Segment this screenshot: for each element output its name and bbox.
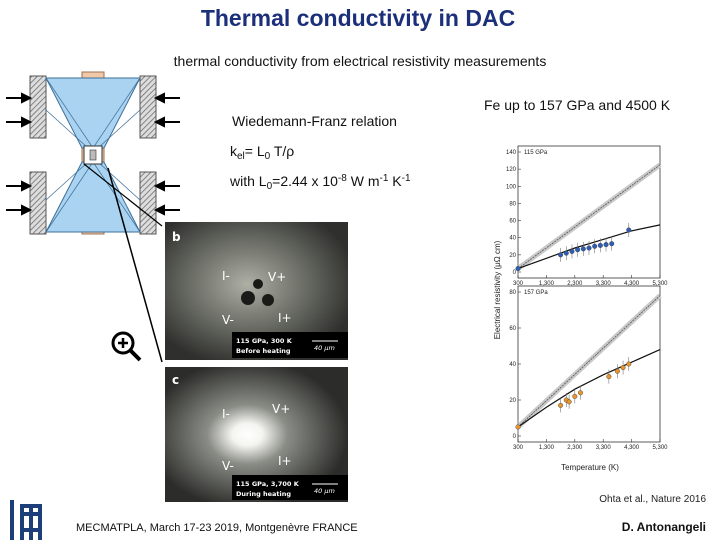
- x-tick-label: 3,300: [596, 445, 612, 451]
- x-tick-label: 300: [513, 281, 524, 287]
- electrode-label: V-: [222, 459, 234, 473]
- y-tick-label: 0: [513, 270, 517, 276]
- data-point: [592, 243, 598, 249]
- constant-sup: -1: [402, 173, 411, 184]
- formula-sub: 0: [265, 151, 271, 162]
- constant-part: with L: [229, 173, 267, 189]
- x-axis-label: Temperature (K): [561, 463, 619, 472]
- formula-part: = L: [245, 143, 265, 159]
- y-tick-label: 20: [509, 253, 516, 259]
- y-tick-label: 80: [509, 201, 516, 207]
- electrode-label: V+: [272, 402, 290, 416]
- electrode-label: V+: [268, 270, 286, 284]
- data-point: [572, 393, 578, 399]
- slide-title: Thermal conductivity in DAC: [201, 5, 515, 31]
- electrode-label: I-: [222, 407, 230, 421]
- subtitle: thermal conductivity from electrical res…: [174, 53, 547, 69]
- x-tick-label: 4,300: [624, 281, 640, 287]
- data-point: [620, 365, 626, 371]
- data-point: [614, 368, 620, 374]
- electrode-label: I-: [222, 269, 230, 283]
- y-tick-label: 20: [509, 398, 516, 404]
- y-tick-label: 0: [513, 434, 517, 440]
- footer-event: MECMATPLA, March 17-23 2019, Montgenèvre…: [76, 522, 358, 534]
- x-tick-label: 5,300: [652, 445, 668, 451]
- caption: 115 GPa, 300 K: [236, 337, 293, 345]
- constant-sup: -8: [338, 173, 347, 184]
- y-tick-label: 80: [509, 290, 516, 296]
- x-tick-label: 1,300: [539, 445, 555, 451]
- footer-author: D. Antonangeli: [622, 520, 706, 534]
- relation-heading: Wiedemann-Franz relation: [232, 113, 397, 129]
- caption: 115 GPa, 3,700 K: [236, 480, 300, 488]
- caption: Before heating: [236, 347, 291, 355]
- x-tick-label: 300: [513, 445, 524, 451]
- x-tick-label: 4,300: [624, 445, 640, 451]
- logo: [10, 500, 42, 540]
- data-point: [566, 399, 572, 405]
- data-point: [626, 361, 632, 367]
- x-tick-label: 5,300: [652, 281, 668, 287]
- y-tick-label: 120: [506, 167, 517, 173]
- data-point: [606, 374, 612, 380]
- electrode-label: I+: [278, 311, 292, 325]
- y-tick-label: 60: [509, 326, 516, 332]
- panel-label: c: [172, 373, 179, 387]
- x-tick-label: 2,300: [567, 445, 583, 451]
- data-point: [577, 390, 583, 396]
- linear-line: [517, 164, 661, 269]
- linear-line: [517, 295, 661, 428]
- data-point: [626, 227, 632, 233]
- constant-part: K: [388, 173, 402, 189]
- scale-label: 40 μm: [314, 487, 335, 495]
- data-point: [580, 246, 586, 252]
- scale-label: 40 μm: [314, 344, 335, 352]
- x-tick-label: 3,300: [596, 281, 612, 287]
- y-tick-label: 60: [509, 219, 516, 225]
- panel-label: b: [172, 230, 181, 244]
- constant-sub: 0: [267, 181, 273, 192]
- constant-sup: -1: [379, 173, 388, 184]
- figure: 0 20 40 60 80 100 120 140 300 1,300 2,300 3,300 4,30…: [506, 145, 668, 451]
- fit-line: [517, 349, 661, 428]
- formula-part: T/ρ: [270, 143, 294, 159]
- y-tick-label: 100: [506, 184, 517, 190]
- x-tick-label: 2,300: [567, 281, 583, 287]
- y-tick-label: 40: [509, 236, 516, 242]
- dac-diagram: [6, 71, 180, 363]
- formula: kel= L0 T/ρ: [230, 143, 294, 162]
- panel-label: 115 GPa: [524, 150, 548, 156]
- y-tick-label: 140: [506, 150, 517, 156]
- data-point: [586, 245, 592, 251]
- data-point: [603, 242, 609, 248]
- data-point: [575, 247, 581, 253]
- data-point: [515, 266, 521, 272]
- data-point: [558, 252, 564, 258]
- constant: with L0=2.44 x 10-8 W m-1 K-1: [229, 173, 411, 192]
- panel-label: 157 GPa: [524, 290, 548, 296]
- data-point: [558, 402, 564, 408]
- plot-frame: [517, 145, 661, 279]
- figure-heading: Fe up to 157 GPa and 4500 K: [484, 97, 671, 113]
- micrograph: c I- V+ V- I+ 115 GPa, 3,700 K During he…: [165, 367, 348, 502]
- data-point: [569, 248, 575, 254]
- constant-part: W m: [347, 173, 380, 189]
- y-axis-label: Electrical resistivity (μΩ cm): [493, 240, 502, 339]
- constant-part: =2.44 x 10: [272, 173, 338, 189]
- data-point: [515, 424, 521, 430]
- formula-sub: el: [237, 151, 245, 162]
- electrode-label: V-: [222, 313, 234, 327]
- data-point: [597, 242, 603, 248]
- caption: During heating: [236, 490, 291, 498]
- data-point: [563, 250, 569, 256]
- electrode-label: I+: [278, 454, 292, 468]
- citation: Ohta et al., Nature 2016: [599, 494, 706, 505]
- x-tick-label: 1,300: [539, 281, 555, 287]
- micrograph: b I- V+ V- I+ 115 GPa, 300 K Before heat…: [165, 222, 348, 360]
- formula-part: k: [230, 143, 238, 159]
- data-point: [609, 241, 615, 247]
- y-tick-label: 40: [509, 362, 516, 368]
